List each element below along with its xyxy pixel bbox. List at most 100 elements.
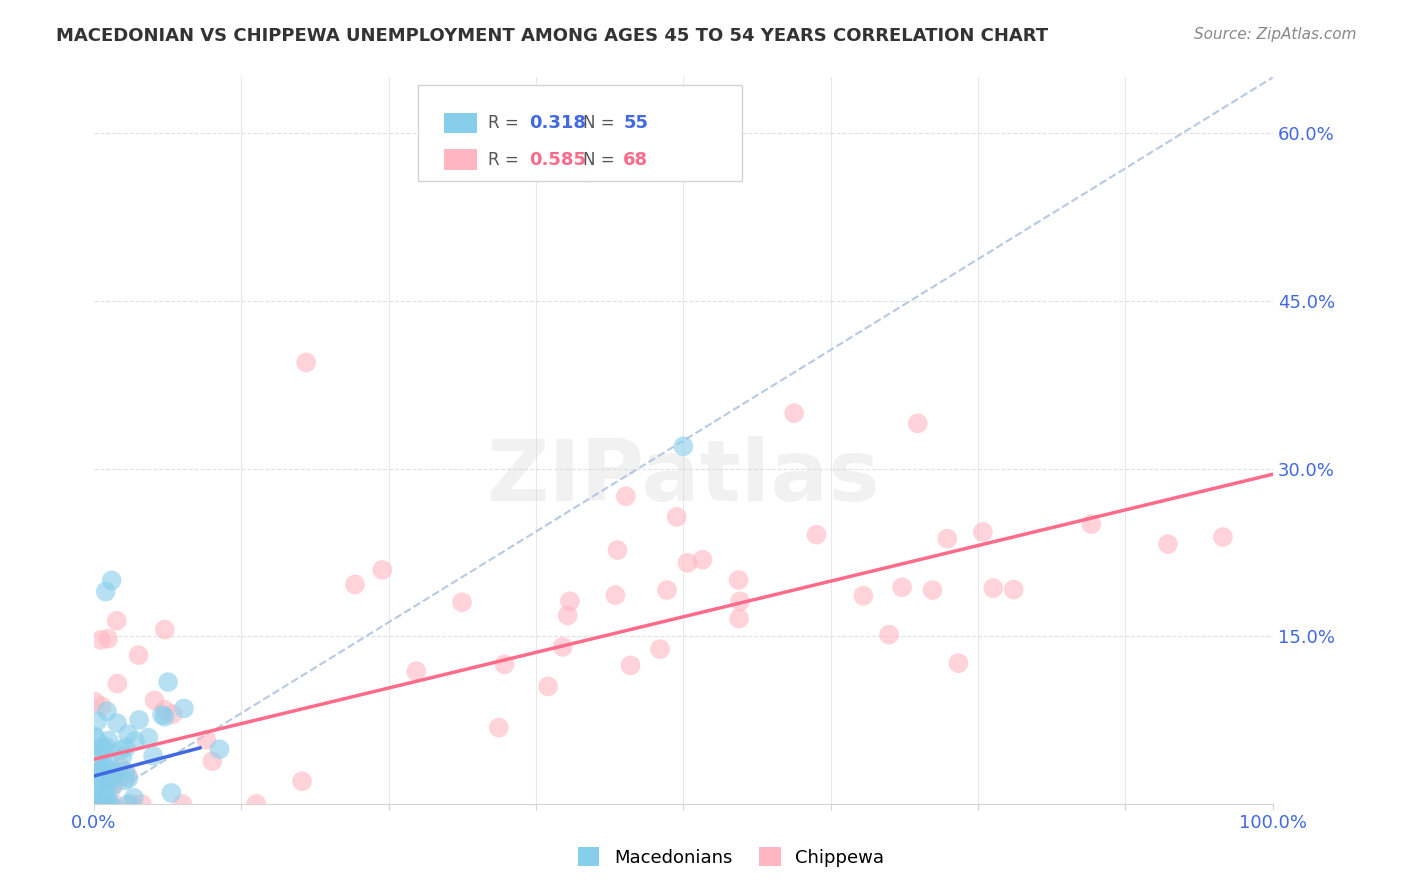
Point: [160, 786, 183, 800]
Point: [90, 764, 112, 779]
Point: [665, 509, 688, 524]
Point: [97, 772, 120, 787]
Point: [90, 699, 112, 714]
Point: [83, 730, 105, 744]
Point: [100, 764, 122, 779]
Point: [153, 623, 176, 637]
Point: [142, 748, 165, 763]
Point: [124, 734, 146, 748]
Point: [157, 675, 180, 690]
Point: [114, 773, 136, 788]
Text: Source: ZipAtlas.com: Source: ZipAtlas.com: [1194, 27, 1357, 42]
Point: [153, 703, 176, 717]
Point: [101, 770, 124, 784]
Point: [114, 740, 136, 755]
Point: [94, 739, 117, 754]
Point: [83, 797, 105, 811]
Point: [614, 489, 637, 503]
Point: [728, 612, 751, 626]
Text: ZIPatlas: ZIPatlas: [486, 435, 880, 518]
Text: 68: 68: [623, 151, 648, 169]
Text: MACEDONIAN VS CHIPPEWA UNEMPLOYMENT AMONG AGES 45 TO 54 YEARS CORRELATION CHART: MACEDONIAN VS CHIPPEWA UNEMPLOYMENT AMON…: [56, 27, 1049, 45]
FancyBboxPatch shape: [418, 85, 742, 180]
Point: [972, 524, 994, 539]
Point: [672, 439, 695, 453]
Point: [537, 679, 560, 693]
Point: [891, 580, 914, 594]
Point: [907, 417, 929, 431]
Point: [94, 584, 117, 599]
Point: [108, 743, 131, 757]
Point: [578, 165, 600, 179]
Point: [105, 676, 128, 690]
Point: [84, 759, 107, 773]
FancyBboxPatch shape: [444, 149, 477, 169]
Point: [105, 614, 128, 628]
Point: [91, 744, 114, 758]
Point: [153, 710, 176, 724]
Point: [1157, 537, 1180, 551]
Point: [100, 574, 122, 588]
Text: 0.318: 0.318: [529, 114, 586, 132]
Point: [291, 774, 314, 789]
FancyBboxPatch shape: [444, 113, 477, 134]
Point: [96, 780, 118, 795]
Point: [90, 632, 112, 647]
Point: [551, 640, 574, 654]
Point: [86, 786, 108, 800]
Point: [84, 731, 107, 745]
Point: [488, 721, 510, 735]
Point: [655, 583, 678, 598]
Point: [117, 767, 139, 781]
Point: [605, 588, 627, 602]
Point: [103, 797, 125, 811]
Point: [91, 797, 114, 811]
Point: [558, 594, 581, 608]
Point: [86, 797, 108, 811]
Point: [676, 556, 699, 570]
Point: [877, 627, 900, 641]
Point: [606, 543, 628, 558]
Point: [150, 707, 173, 722]
Text: N =: N =: [583, 114, 620, 132]
Legend: Macedonians, Chippewa: Macedonians, Chippewa: [571, 840, 891, 874]
Point: [96, 704, 118, 718]
Point: [110, 761, 132, 775]
Point: [87, 797, 110, 811]
Point: [104, 765, 127, 780]
Point: [343, 577, 366, 591]
Text: 0.585: 0.585: [529, 151, 586, 169]
Point: [93, 797, 115, 811]
Text: N =: N =: [583, 151, 620, 169]
Point: [83, 695, 105, 709]
Point: [111, 749, 134, 764]
Point: [83, 797, 105, 811]
Point: [93, 741, 115, 756]
Point: [117, 772, 139, 786]
Point: [172, 797, 194, 811]
Text: R =: R =: [488, 114, 523, 132]
Point: [245, 797, 267, 811]
Point: [87, 778, 110, 792]
Point: [84, 773, 107, 788]
Point: [648, 642, 671, 657]
Point: [728, 594, 751, 608]
Point: [201, 754, 224, 768]
Text: R =: R =: [488, 151, 523, 169]
Point: [557, 608, 579, 623]
Point: [98, 757, 121, 772]
Point: [128, 713, 150, 727]
Point: [96, 761, 118, 775]
Point: [100, 777, 122, 791]
Point: [138, 731, 160, 745]
Point: [936, 532, 959, 546]
Point: [494, 657, 516, 672]
Point: [128, 648, 150, 662]
Point: [783, 406, 806, 420]
Point: [91, 761, 114, 775]
Point: [101, 780, 124, 795]
Point: [173, 701, 195, 715]
Point: [97, 733, 120, 747]
Point: [981, 581, 1004, 595]
Text: 55: 55: [623, 114, 648, 132]
